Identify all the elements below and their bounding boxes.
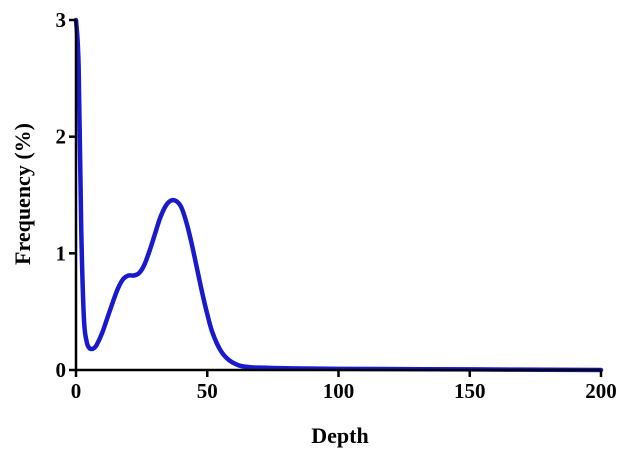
x-tick-label: 100 [323, 379, 355, 403]
plot-area [73, 17, 604, 373]
x-tick-label: 150 [454, 379, 486, 403]
x-tick-label: 200 [585, 379, 617, 403]
axes: 0 50 100 150 200 0 1 2 3 [56, 8, 617, 403]
y-tick-label: 0 [56, 358, 67, 382]
x-tick-label: 0 [71, 379, 82, 403]
x-tick-label: 50 [197, 379, 218, 403]
series-line [73, 17, 604, 373]
y-tick-label: 3 [56, 8, 67, 32]
x-axis-title: Depth [311, 423, 368, 448]
y-axis-title: Frequency (%) [10, 123, 35, 265]
y-tick-label: 2 [56, 125, 67, 149]
y-tick-label: 1 [56, 241, 67, 265]
